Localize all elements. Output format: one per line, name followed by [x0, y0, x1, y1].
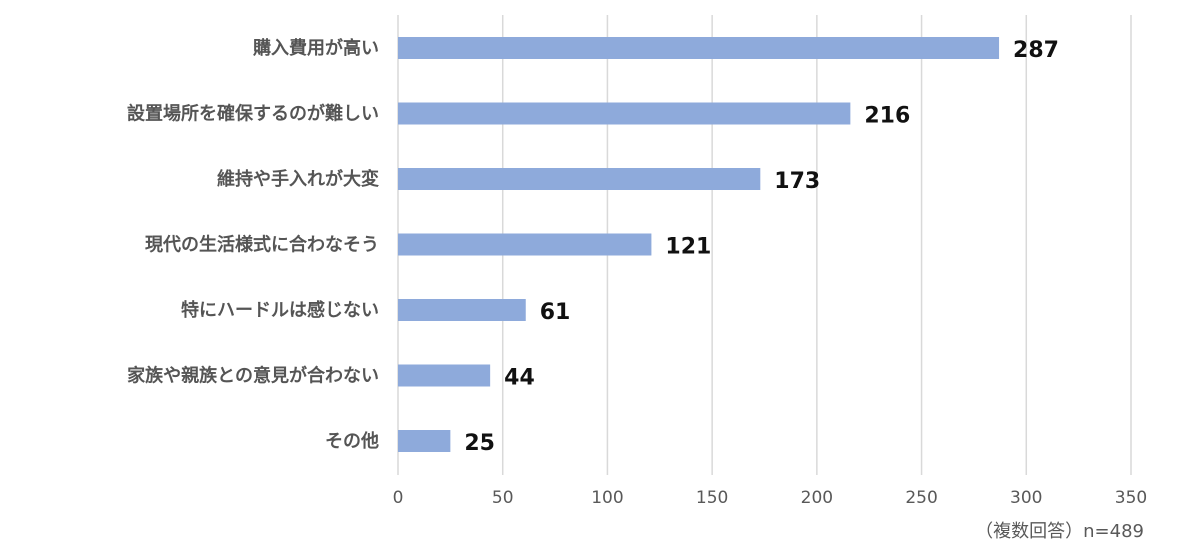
- bar: [398, 299, 526, 321]
- x-tick-label: 100: [591, 488, 623, 508]
- category-label: 購入費用が高い: [252, 37, 379, 59]
- data-label: 216: [864, 104, 910, 129]
- data-labels: 287 216 173 121 61 44 25: [464, 38, 1059, 456]
- x-axis-tick-labels: 0 50 100 150 200 250 300 350: [393, 488, 1148, 508]
- category-label: 設置場所を確保するのが難しい: [127, 103, 379, 125]
- x-tick-label: 50: [492, 488, 514, 508]
- bars: [398, 37, 1000, 452]
- sample-note: （複数回答）n=489: [975, 521, 1144, 542]
- x-tick-label: 300: [1010, 488, 1042, 508]
- x-tick-label: 200: [801, 488, 833, 508]
- bar: [398, 168, 761, 190]
- category-label: 特にハードルは感じない: [181, 299, 379, 321]
- category-label: 家族や親族との意見が合わない: [127, 365, 379, 387]
- bar: [398, 37, 1000, 59]
- category-label: 現代の生活様式に合わなそう: [145, 234, 379, 256]
- x-tick-label: 350: [1115, 488, 1147, 508]
- bar: [398, 102, 851, 125]
- data-label: 61: [540, 300, 571, 325]
- category-labels: 購入費用が高い設置場所を確保するのが難しい維持や手入れが大変現代の生活様式に合わ…: [127, 37, 379, 452]
- bar: [398, 233, 652, 256]
- category-label: 維持や手入れが大変: [217, 168, 379, 190]
- data-label: 121: [665, 235, 711, 260]
- data-label: 25: [464, 431, 495, 456]
- x-tick-label: 0: [393, 488, 404, 508]
- bar: [398, 364, 491, 387]
- x-tick-label: 150: [696, 488, 728, 508]
- bar: [398, 430, 451, 452]
- data-label: 44: [504, 366, 535, 391]
- category-label: その他: [325, 430, 379, 452]
- data-label: 173: [774, 169, 820, 194]
- x-tick-label: 250: [905, 488, 937, 508]
- data-label: 287: [1013, 38, 1059, 63]
